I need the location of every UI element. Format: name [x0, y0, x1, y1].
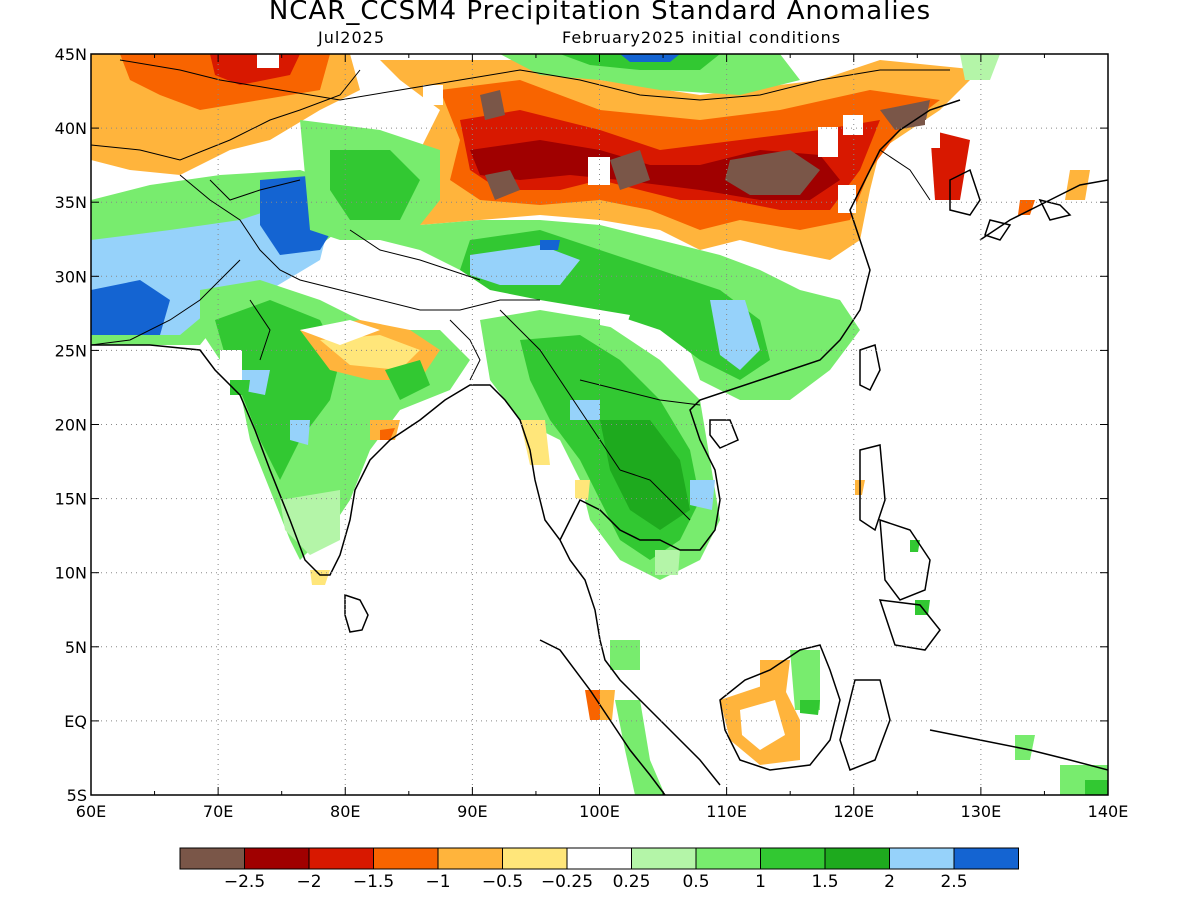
missing-data-cells — [220, 54, 940, 380]
x-tick-label: 80E — [330, 802, 360, 821]
initial-conditions: February2025 initial conditions — [562, 28, 842, 47]
maritime-anomalies — [230, 380, 1108, 795]
india-anomalies — [200, 280, 470, 585]
y-axis-labels: 45N 40N 35N 30N 25N 20N 15N 10N 5N EQ 5S — [55, 45, 87, 805]
y-tick-label: 30N — [55, 267, 87, 286]
x-tick-label: 70E — [203, 802, 233, 821]
y-tick-label: 5S — [67, 786, 87, 805]
gridlines — [91, 54, 1108, 795]
colorbar-label: 1 — [755, 872, 766, 892]
wet-region-west — [91, 170, 345, 345]
colorbar-label: −1 — [425, 872, 450, 892]
y-tick-label: 20N — [55, 416, 87, 435]
colorbar-swatch — [824, 847, 890, 870]
dry-band-north — [91, 54, 1090, 260]
y-tick-label: 45N — [55, 45, 87, 64]
colorbar-swatch — [244, 847, 310, 870]
colorbar-label: −0.25 — [541, 872, 593, 892]
colorbar-swatch — [308, 847, 374, 870]
x-tick-label: 90E — [457, 802, 487, 821]
y-tick-label: 5N — [65, 638, 87, 657]
x-tick-label: 100E — [579, 802, 620, 821]
colorbar-swatch — [179, 847, 245, 870]
southeast-asia-anomalies — [480, 310, 720, 580]
x-axis-labels: 60E 70E 80E 90E 100E 110E 120E 130E 140E — [76, 802, 1129, 821]
y-tick-label: 15N — [55, 490, 87, 509]
x-tick-label: 110E — [706, 802, 747, 821]
colorbar-swatch — [889, 847, 955, 870]
x-tick-label: 140E — [1088, 802, 1129, 821]
colorbar-swatch — [502, 847, 568, 870]
country-borders — [91, 59, 950, 521]
wet-region-tibet — [300, 120, 860, 400]
coastlines — [91, 99, 1108, 795]
anomaly-shading — [91, 54, 1108, 795]
colorbar-swatch — [953, 847, 1019, 870]
colorbar-label: −2.5 — [224, 872, 265, 892]
colorbar — [179, 847, 1019, 870]
forecast-month: Jul2025 — [318, 28, 386, 47]
y-tick-label: 40N — [55, 119, 87, 138]
axis-ticks — [90, 53, 1109, 796]
y-tick-label: EQ — [64, 712, 87, 731]
colorbar-label: −2 — [296, 872, 321, 892]
x-tick-label: 120E — [833, 802, 874, 821]
colorbar-swatch — [437, 847, 503, 870]
y-tick-label: 25N — [55, 341, 87, 360]
x-tick-label: 60E — [76, 802, 106, 821]
colorbar-label: −0.5 — [482, 872, 523, 892]
colorbar-label: 2 — [884, 872, 895, 892]
colorbar-swatch — [631, 847, 697, 870]
y-tick-label: 35N — [55, 193, 87, 212]
colorbar-labels: −2.5 −2 −1.5 −1 −0.5 −0.25 0.25 0.5 1 1.5 2 2.5 — [224, 872, 968, 892]
colorbar-label: −1.5 — [353, 872, 394, 892]
colorbar-swatch — [760, 847, 826, 870]
colorbar-label: 0.5 — [682, 872, 709, 892]
colorbar-label: 0.25 — [613, 872, 651, 892]
colorbar-swatch — [373, 847, 439, 870]
map-title: NCAR_CCSM4 Precipitation Standard Anomal… — [268, 0, 932, 26]
colorbar-label: 2.5 — [940, 872, 967, 892]
colorbar-label: 1.5 — [811, 872, 838, 892]
colorbar-swatch — [566, 847, 632, 870]
y-tick-label: 10N — [55, 564, 87, 583]
colorbar-swatch — [695, 847, 761, 870]
x-tick-label: 130E — [961, 802, 1002, 821]
